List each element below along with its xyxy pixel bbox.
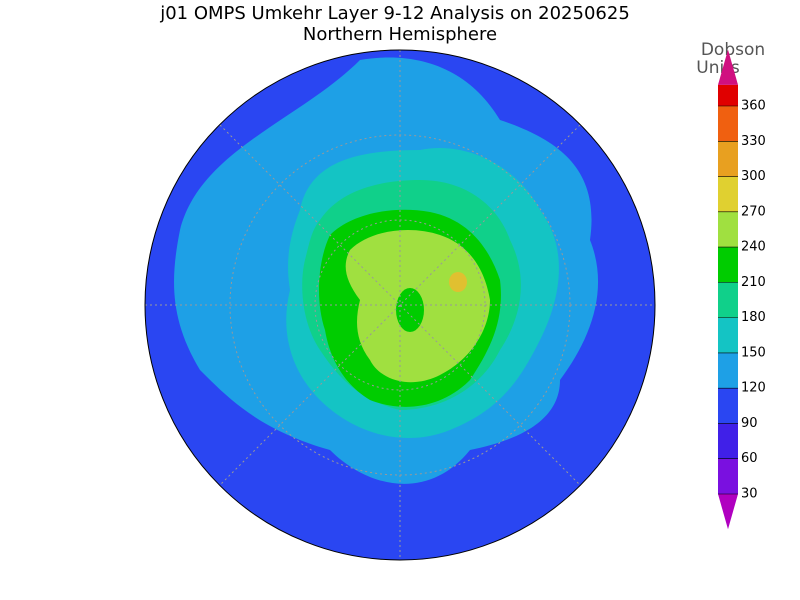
colorbar-tick-label: 360 — [741, 99, 766, 114]
colorbar-band — [718, 388, 738, 424]
subtitle: Northern Hemisphere — [303, 24, 497, 45]
colorbar-tick-label: 150 — [741, 345, 766, 360]
polar-map — [144, 49, 656, 561]
colorbar-tick-label: 330 — [741, 134, 766, 149]
colorbar-band — [718, 458, 738, 494]
colorbar-tick-label: 270 — [741, 204, 766, 219]
colorbar-tick-label: 180 — [741, 310, 766, 325]
colorbar-band — [718, 352, 738, 389]
colorbar: 30 60 90 120 150 180 210 240 270 300 330 360 — [718, 49, 766, 530]
title: j01 OMPS Umkehr Layer 9-12 Analysis on 2… — [159, 3, 630, 24]
colorbar-triangle — [718, 49, 738, 85]
colorbar-triangle — [718, 494, 738, 530]
colorbar-tick-label: 120 — [741, 381, 766, 396]
colorbar-band — [718, 282, 738, 318]
colorbar-band — [718, 141, 738, 177]
colorbar-tick-label: 60 — [741, 451, 758, 466]
colorbar-band — [718, 84, 738, 106]
colorbar-label: Dobson — [701, 40, 765, 60]
colorbar-band — [718, 211, 738, 248]
colorbar-band — [718, 247, 738, 283]
contour-low — [396, 288, 424, 332]
colorbar-tick-label: 30 — [741, 487, 758, 502]
colorbar-tick-label: 300 — [741, 169, 766, 184]
colorbar-tick-label: 210 — [741, 275, 766, 290]
colorbar-tick-label: 90 — [741, 416, 758, 431]
colorbar-band — [718, 423, 738, 459]
colorbar-band — [718, 317, 738, 353]
colorbar-tick-label: 240 — [741, 240, 766, 255]
contour-240 — [449, 272, 467, 292]
colorbar-band — [718, 176, 738, 212]
colorbar-band — [718, 106, 738, 142]
